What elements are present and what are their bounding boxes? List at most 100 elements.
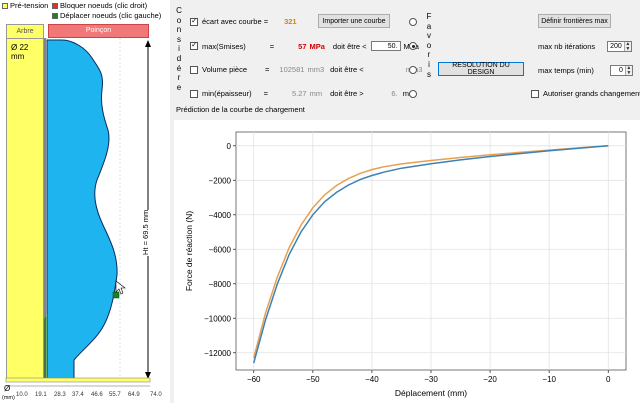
epaisseur-limit-unit: mm [403, 89, 416, 98]
control-node[interactable] [112, 291, 120, 299]
arrow-up-icon [145, 40, 151, 47]
ecart-value: 321 [284, 17, 297, 26]
epaisseur-value: 5.27 [292, 89, 307, 98]
smises-label: max(Smises) [202, 41, 246, 51]
considere-letter: d [176, 53, 182, 63]
epaisseur-unit: mm [309, 89, 323, 98]
series-line-2 [252, 145, 609, 364]
favoris-radio-4[interactable] [409, 90, 417, 98]
height-label-bg [140, 210, 156, 256]
base-plate [5, 377, 151, 383]
scale-tick: 55.7 [109, 392, 121, 398]
x-tick-label: −30 [424, 375, 438, 384]
x-axis-label: Déplacement (mm) [395, 388, 467, 398]
favoris-letter: F [426, 12, 432, 21]
smises-row: max(Smises) = 57 MPa doit être < 50. MPa [190, 40, 419, 51]
legend-pretension: Pré-tension [2, 1, 48, 10]
max-time-value[interactable]: 0 [618, 67, 623, 74]
scale-tick: 28.3 [54, 392, 66, 398]
y-tick-label: −2000 [209, 176, 232, 185]
deplacer-swatch [52, 12, 58, 19]
max-time-label: max temps (min) [538, 66, 594, 75]
y-tick-label: −8000 [209, 280, 232, 289]
resolution-button[interactable]: RESOLUTION DU DESIGN [438, 62, 524, 76]
epaisseur-row: min(épaisseur) = 5.27 mm doit être > 6. … [190, 89, 415, 98]
volume-eq: = [265, 65, 270, 74]
ecart-label: écart avec courbe = [202, 17, 269, 26]
favoris-radio-3[interactable] [409, 66, 417, 74]
volume-constraint: doit être < [330, 65, 364, 74]
scale-tick: 37.4 [72, 392, 84, 398]
favoris-radio-2[interactable] [409, 42, 417, 50]
favoris-letter: o [426, 40, 432, 50]
x-ticks: −60 −50 −40 −30 −20 −10 0 [247, 370, 611, 384]
design-canvas[interactable]: Pré-tension Bloquer noeuds (clic droit) … [0, 0, 170, 403]
spinner-arrows-icon[interactable]: ▲ ▼ [624, 65, 632, 76]
favoris-radio-1[interactable] [409, 18, 417, 26]
considere-letter: s [177, 34, 181, 44]
max-time-spinner[interactable]: 0 ▲ ▼ [609, 65, 633, 76]
x-tick-label: −20 [483, 375, 497, 384]
considere-letter: C [176, 6, 182, 15]
poincon-shape-canvas[interactable] [0, 0, 170, 403]
epaisseur-label: min(épaisseur) [202, 89, 252, 98]
poincon-header: Poinçon [48, 24, 149, 38]
height-label: Ht = 69.5 mm [141, 209, 150, 255]
arbre-header: Arbre [7, 25, 43, 39]
ecart-checkbox[interactable] [190, 16, 198, 26]
grid [236, 132, 626, 370]
epaisseur-checkbox[interactable] [190, 89, 198, 98]
max-iter-label: max nb itérations [538, 42, 596, 51]
legend-bloquer: Bloquer noeuds (clic droit) [52, 1, 147, 10]
legend-bloquer-label: Bloquer noeuds (clic droit) [60, 1, 148, 10]
considere-letter: i [178, 44, 180, 54]
smises-unit: MPa [309, 41, 325, 51]
volume-checkbox[interactable] [190, 65, 198, 74]
max-iter-value[interactable]: 200 [610, 43, 622, 50]
scale-tick: 46.6 [91, 392, 103, 398]
smises-eq: = [269, 41, 275, 51]
y-tick-label: −12000 [204, 349, 231, 358]
pretension-swatch [2, 2, 8, 9]
ecart-row: écart avec courbe = 321 [190, 16, 297, 26]
import-curve-button[interactable]: Importer une courbe [318, 14, 390, 28]
max-iter-row: max nb itérations 200 ▲ ▼ [538, 41, 632, 52]
legend-deplacer: Déplacer noeuds (clic gauche) [52, 11, 161, 20]
grands-changements-checkbox[interactable] [531, 89, 539, 98]
arrow-down-icon [145, 372, 151, 379]
legend-deplacer-label: Déplacer noeuds (clic gauche) [60, 11, 162, 20]
scale-tick: 10.0 [16, 392, 28, 398]
arbre-column: Arbre Ø 22 mm [6, 24, 44, 380]
considere-letter: n [176, 25, 182, 35]
y-tick-label: 0 [227, 142, 232, 151]
favoris-letter: a [426, 21, 432, 31]
spinner-arrows-icon[interactable]: ▲ ▼ [623, 41, 631, 52]
grands-changements-row: Autoriser grands changements [531, 89, 640, 98]
arbre-diameter: Ø 22 mm [11, 43, 29, 61]
y-tick-label: −6000 [209, 245, 232, 254]
define-frontiers-button[interactable]: Définir frontières max [538, 14, 611, 28]
considere-letter: e [176, 82, 182, 92]
max-iter-spinner[interactable]: 200 ▲ ▼ [607, 41, 632, 52]
scale-tick: 19.1 [35, 392, 47, 398]
x-tick-label: −40 [365, 375, 379, 384]
favoris-letter: s [427, 69, 431, 79]
epaisseur-constraint: doit être > [330, 89, 364, 98]
x-tick-label: 0 [606, 375, 611, 384]
y-tick-label: −4000 [209, 211, 232, 220]
smises-limit-input[interactable]: 50. [370, 41, 401, 51]
poincon-profile[interactable] [46, 39, 118, 381]
chart-title: Prédiction de la courbe de chargement [176, 105, 305, 114]
mouse-cursor-icon [115, 280, 126, 295]
x-tick-label: −10 [542, 375, 556, 384]
bloquer-swatch [52, 2, 58, 9]
epaisseur-eq: = [263, 89, 268, 98]
scale-tick: 74.0 [150, 392, 162, 398]
epaisseur-limit-input[interactable]: 6. [391, 89, 398, 98]
series-line-1 [252, 145, 609, 359]
smises-value: 57 [298, 41, 307, 51]
y-axis-label: Force de réaction (N) [184, 211, 194, 291]
smises-checkbox[interactable] [190, 40, 198, 50]
